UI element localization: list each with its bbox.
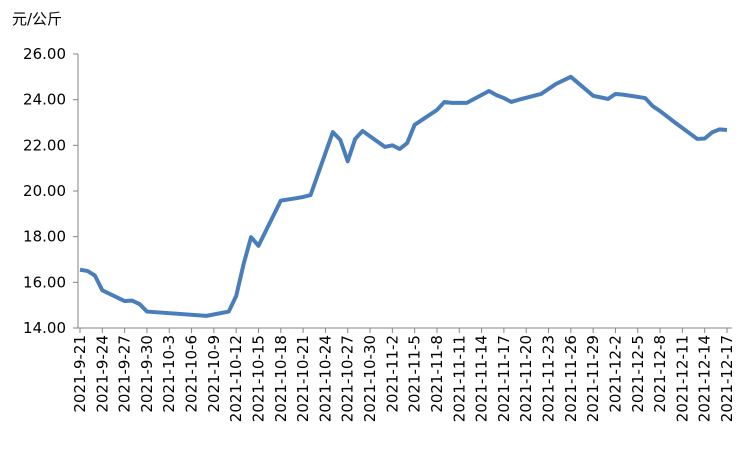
x-tick-label: 2021-10-21 bbox=[294, 335, 312, 422]
x-tick-label: 2021-12-11 bbox=[673, 335, 691, 422]
x-tick-label: 2021-11-20 bbox=[517, 335, 535, 422]
x-tick-label: 2021-10-30 bbox=[361, 335, 379, 422]
x-tick-label: 2021-11-26 bbox=[562, 335, 580, 422]
y-tick-label: 14.00 bbox=[23, 319, 66, 337]
x-tick-label: 2021-9-21 bbox=[71, 335, 89, 413]
x-tick-label: 2021-11-2 bbox=[383, 335, 401, 413]
x-tick-label: 2021-11-17 bbox=[495, 335, 513, 422]
x-tick-label: 2021-11-8 bbox=[428, 335, 446, 413]
x-tick-label: 2021-9-24 bbox=[93, 335, 111, 413]
y-tick-label: 24.00 bbox=[23, 91, 66, 109]
y-tick-label: 26.00 bbox=[23, 45, 66, 63]
x-tick-label: 2021-12-17 bbox=[718, 335, 736, 422]
x-tick-label: 2021-10-6 bbox=[183, 335, 201, 413]
x-tick-label: 2021-12-14 bbox=[696, 335, 714, 422]
x-tick-label: 2021-11-23 bbox=[540, 335, 558, 422]
x-tick-label: 2021-12-8 bbox=[651, 335, 669, 413]
line bbox=[79, 74, 728, 318]
x-tick-label: 2021-10-15 bbox=[249, 335, 267, 422]
x-tick-label: 2021-9-30 bbox=[138, 335, 156, 413]
x-tick-label: 2021-11-29 bbox=[584, 335, 602, 422]
x-tick-label: 2021-11-14 bbox=[473, 335, 491, 422]
y-tick-label: 20.00 bbox=[23, 182, 66, 200]
x-tick-label: 2021-10-9 bbox=[205, 335, 223, 413]
x-tick-label: 2021-12-5 bbox=[629, 335, 647, 413]
x-tick-label: 2021-9-27 bbox=[116, 335, 134, 413]
x-tick-label: 2021-12-2 bbox=[606, 335, 624, 413]
y-tick-label: 18.00 bbox=[23, 228, 66, 246]
x-tick-label: 2021-10-3 bbox=[160, 335, 178, 413]
x-tick-label: 2021-11-11 bbox=[450, 335, 468, 422]
y-tick-label: 22.00 bbox=[23, 136, 66, 154]
y-tick-label: 16.00 bbox=[23, 273, 66, 291]
x-tick-label: 2021-10-12 bbox=[227, 335, 245, 422]
x-tick-label: 2021-11-5 bbox=[406, 335, 424, 413]
y-axis-label: 元/公斤 bbox=[12, 10, 62, 28]
x-tick-label: 2021-10-27 bbox=[339, 335, 357, 422]
x-tick-label: 2021-10-18 bbox=[272, 335, 290, 422]
x-tick-label: 2021-10-24 bbox=[316, 335, 334, 422]
